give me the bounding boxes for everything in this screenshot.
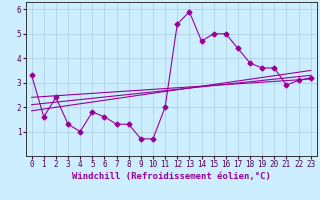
X-axis label: Windchill (Refroidissement éolien,°C): Windchill (Refroidissement éolien,°C)	[72, 172, 271, 181]
